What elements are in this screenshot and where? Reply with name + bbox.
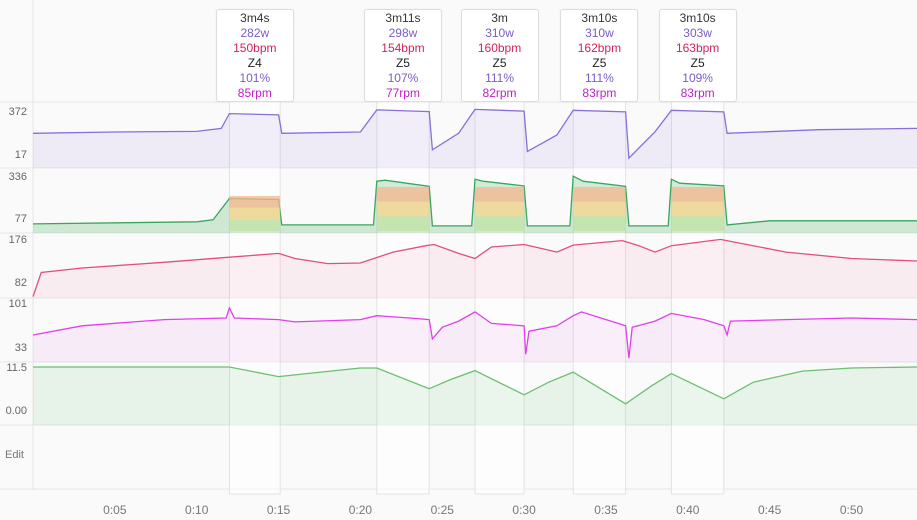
interval-band-4: [572, 99, 627, 495]
interval-pct: 107%: [387, 71, 419, 85]
zone-stripe: [229, 219, 281, 231]
heart-rate-line: [32, 238, 917, 297]
interval-hr: 162bpm: [577, 41, 622, 55]
x-tick-label: 0:40: [676, 503, 700, 517]
zone-stripe: [671, 201, 724, 217]
zone-stripe: [573, 187, 626, 202]
interval-duration: 3m4s: [240, 11, 270, 25]
zone-stripe: [475, 187, 525, 202]
zone-stripe: [475, 201, 525, 217]
interval-zone: Z5: [690, 56, 705, 70]
chart-lanes: [32, 108, 917, 425]
interval-summary-4[interactable]: 3m10s 310w 162bpm Z5 111% 83rpm: [560, 9, 639, 102]
zone-stripe: [229, 196, 281, 208]
y-axis-labels: 372 17 336 77 176 82 101 33 11.5 0.00: [6, 106, 27, 417]
interval-band-1: [228, 99, 281, 495]
interval-hr: 150bpm: [233, 41, 277, 55]
interval-pct: 111%: [584, 71, 614, 85]
power-zone-fill-2: [376, 187, 430, 231]
y-max-label: 11.5: [6, 362, 27, 374]
interval-pct: 111%: [485, 71, 514, 85]
wprime-balance-line: [33, 366, 917, 405]
x-tick-label: 0:30: [512, 503, 536, 517]
x-tick-label: 0:15: [267, 503, 291, 517]
x-tick-label: 0:35: [594, 503, 618, 517]
zone-stripe: [376, 187, 430, 202]
y-min-label: 82: [15, 277, 27, 289]
cadence-line: [32, 306, 917, 359]
chart-grid: [0, 0, 917, 495]
wbal-power-area: [33, 109, 917, 168]
y-min-label: 33: [15, 342, 27, 354]
interval-duration: 3m: [491, 11, 508, 25]
wprime-balance-area: [33, 367, 917, 425]
interval-zone: Z5: [395, 56, 410, 70]
interval-hr: 154bpm: [381, 41, 425, 55]
interval-band-5: [670, 99, 725, 495]
y-min-label: 0.00: [6, 405, 27, 417]
interval-power: 310w: [485, 26, 514, 40]
y-max-label: 372: [9, 106, 27, 118]
interval-power: 282w: [240, 26, 270, 40]
power-zone-fill-4: [573, 187, 626, 231]
interval-power: 310w: [585, 26, 614, 40]
interval-duration: 3m10s: [679, 11, 716, 25]
interval-summary-1[interactable]: 3m4s 282w 150bpm Z4 101% 85rpm: [215, 9, 294, 102]
y-min-label: 17: [15, 149, 27, 161]
interval-power: 303w: [683, 26, 712, 40]
x-tick-label: 0:20: [349, 503, 373, 517]
zone-stripe: [573, 216, 626, 231]
interval-zone: Z4: [247, 56, 262, 70]
edit-lane-label[interactable]: Edit: [5, 449, 24, 461]
interval-pct: 109%: [682, 71, 713, 85]
interval-pct: 101%: [239, 71, 271, 85]
interval-duration: 3m10s: [581, 11, 618, 25]
zone-stripe: [229, 207, 281, 220]
x-tick-label: 0:25: [431, 503, 455, 517]
interval-power: 298w: [388, 26, 418, 40]
wbal-power-line: [32, 108, 917, 160]
zone-stripe: [573, 201, 626, 217]
x-tick-label: 0:45: [758, 503, 782, 517]
x-tick-label: 0:10: [185, 503, 209, 517]
interval-cadence: 83rpm: [582, 86, 617, 100]
interval-cadence: 85rpm: [237, 86, 272, 100]
y-max-label: 336: [9, 171, 27, 183]
interval-summary-3[interactable]: 3m 310w 160bpm Z5 111% 82rpm: [460, 9, 539, 102]
interval-cadence: 83rpm: [680, 86, 715, 100]
y-max-label: 176: [9, 234, 27, 246]
y-max-label: 101: [9, 298, 27, 310]
interval-band-2: [376, 99, 430, 495]
x-tick-label: 0:05: [103, 503, 127, 517]
zone-stripe: [376, 201, 430, 217]
zone-stripe: [376, 216, 430, 231]
heart-rate-area: [33, 239, 917, 298]
interval-band-3: [474, 99, 525, 495]
y-min-label: 77: [15, 213, 27, 225]
interval-duration: 3m11s: [385, 11, 421, 25]
interval-summary-5[interactable]: 3m10s 303w 163bpm Z5 109% 83rpm: [658, 9, 737, 102]
interval-zone: Z5: [592, 56, 607, 70]
zone-stripe: [671, 187, 724, 202]
x-tick-label: 0:50: [840, 503, 864, 517]
power-line: [32, 175, 917, 227]
power-zone-fill-1: [229, 196, 281, 231]
power-zone-fill-3: [475, 187, 525, 231]
interval-summary-2[interactable]: 3m11s 298w 154bpm Z5 107% 77rpm: [363, 9, 442, 102]
cadence-area: [33, 308, 917, 362]
interval-zone: Z5: [492, 56, 507, 70]
x-axis-labels: 0:05 0:10 0:15 0:20 0:25 0:30 0:35 0:40 0:45 0:50: [103, 503, 863, 517]
power-zone-fill-5: [671, 187, 724, 231]
zone-stripe: [671, 216, 724, 231]
interval-hr: 160bpm: [477, 41, 522, 55]
interval-cadence: 82rpm: [482, 86, 517, 100]
interval-cadence: 77rpm: [385, 86, 420, 100]
interval-hr: 163bpm: [675, 41, 720, 55]
zone-stripe: [475, 216, 525, 231]
